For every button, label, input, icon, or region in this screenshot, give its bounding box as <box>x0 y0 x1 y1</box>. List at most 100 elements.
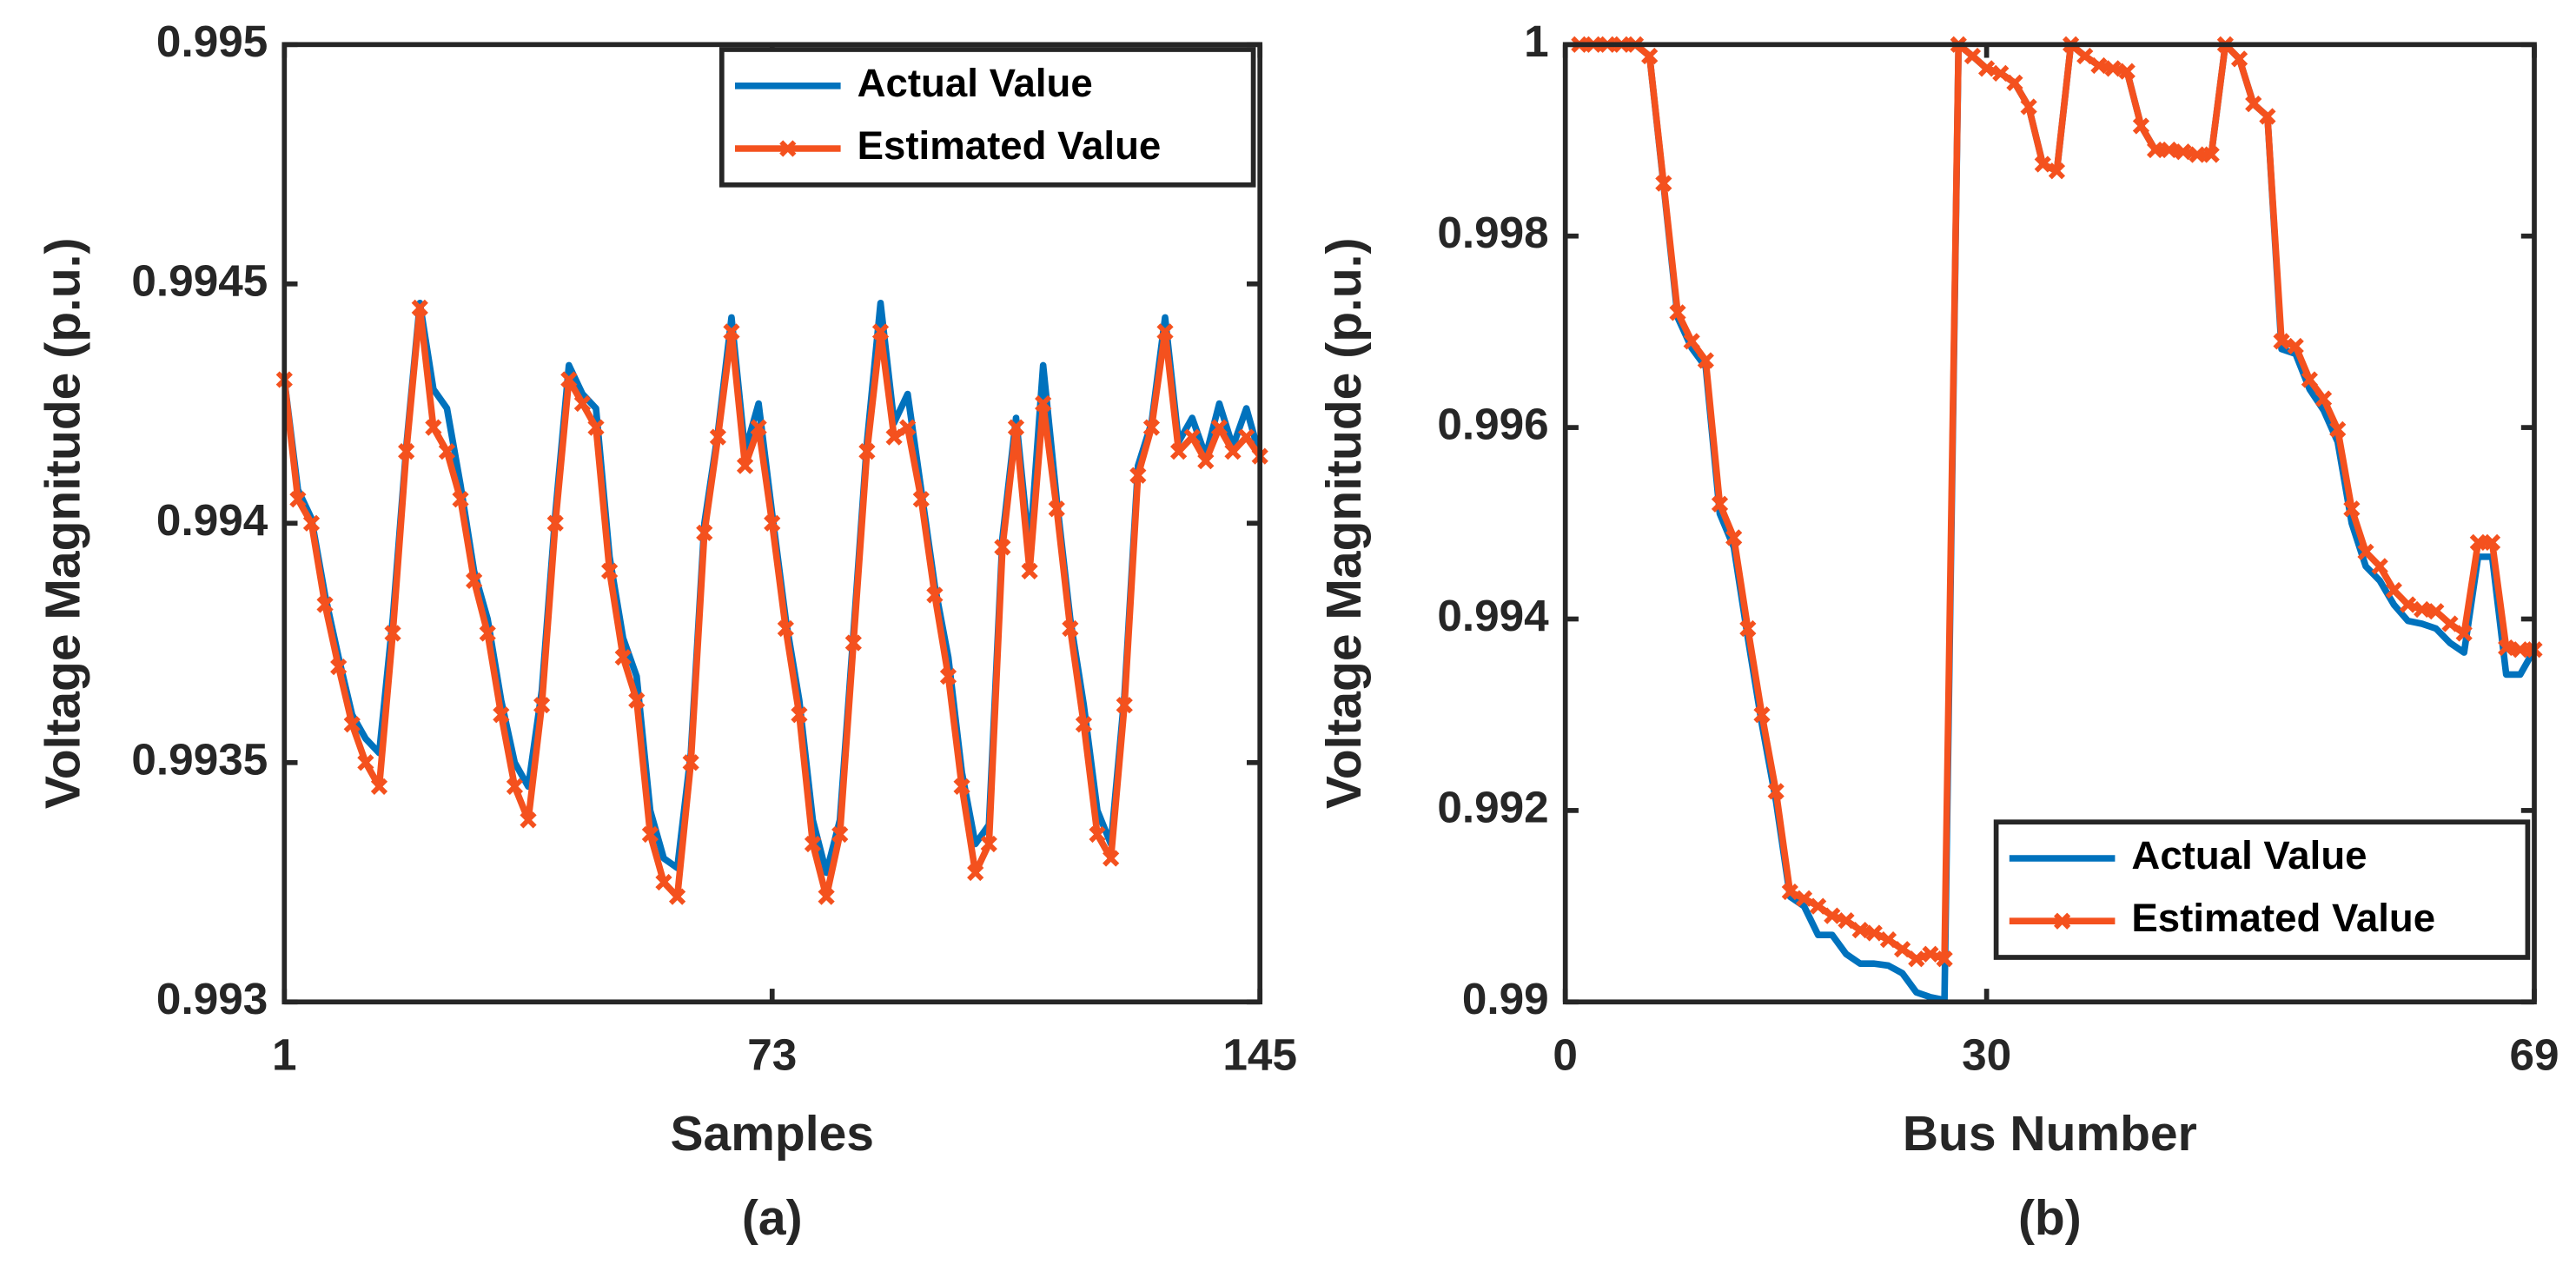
data-marker <box>533 697 551 714</box>
data-marker <box>425 419 442 436</box>
data-marker <box>479 625 496 642</box>
data-marker <box>2314 390 2333 407</box>
data-marker <box>2498 639 2515 657</box>
data-marker <box>370 778 388 795</box>
data-marker <box>1810 897 1827 915</box>
data-marker <box>2441 615 2459 632</box>
data-marker <box>1142 419 1161 436</box>
data-marker <box>2245 96 2262 113</box>
data-marker <box>1711 495 1729 513</box>
data-marker <box>682 754 699 771</box>
data-marker <box>994 539 1011 556</box>
data-marker <box>1210 419 1228 436</box>
data-marker <box>804 835 822 853</box>
data-marker <box>466 572 483 590</box>
data-marker <box>953 778 970 795</box>
data-marker <box>587 419 605 436</box>
x-tick-label: 0 <box>1553 1029 1578 1079</box>
data-marker <box>2371 558 2388 575</box>
data-marker <box>1183 428 1201 446</box>
data-marker <box>2455 625 2473 642</box>
data-marker <box>2273 333 2290 350</box>
data-marker <box>2399 596 2417 613</box>
data-marker <box>967 864 984 882</box>
data-marker <box>628 692 646 709</box>
plot <box>1571 36 2543 1003</box>
data-marker <box>1879 931 1897 949</box>
data-marker <box>736 457 754 474</box>
data-marker <box>764 514 781 532</box>
data-marker <box>1048 500 1065 518</box>
plot <box>275 299 1268 905</box>
data-marker <box>438 443 456 460</box>
data-marker <box>696 524 713 541</box>
x-tick-label: 73 <box>747 1029 797 1079</box>
data-marker <box>573 394 592 413</box>
data-marker <box>2385 581 2402 599</box>
data-marker <box>2512 641 2529 659</box>
data-marker <box>2414 600 2431 619</box>
data-marker <box>2118 63 2136 80</box>
data-marker <box>1894 941 1911 958</box>
y-tick-label: 0.9945 <box>131 255 268 305</box>
data-marker <box>2427 603 2445 620</box>
data-marker <box>2175 143 2192 161</box>
data-marker <box>777 619 794 638</box>
legend-box <box>1993 819 2531 960</box>
data-marker <box>316 596 334 613</box>
data-marker <box>1795 890 1813 907</box>
data-marker <box>1224 443 1242 460</box>
data-marker <box>926 586 944 604</box>
data-marker <box>1641 47 1659 65</box>
data-marker <box>1936 950 1953 968</box>
data-marker <box>493 706 510 724</box>
data-marker <box>1978 60 1996 77</box>
data-marker <box>885 428 903 446</box>
data-marker <box>1908 950 1925 968</box>
data-marker <box>1655 175 1672 192</box>
data-marker <box>1767 783 1785 800</box>
data-marker <box>1683 333 1700 350</box>
y-tick-label: 0.9935 <box>131 734 268 784</box>
data-marker <box>2469 533 2487 551</box>
y-tick-label: 0.996 <box>1437 400 1548 449</box>
x-axis-label: Bus Number <box>1903 1106 2197 1162</box>
data-marker <box>2230 50 2248 68</box>
data-marker <box>546 514 564 532</box>
legend-label: Estimated Value <box>858 123 1162 168</box>
data-marker <box>560 371 578 388</box>
data-marker <box>1170 443 1188 460</box>
data-marker <box>2076 47 2094 65</box>
data-marker <box>1089 825 1106 844</box>
y-tick-label: 0.99 <box>1462 974 1549 1023</box>
data-marker <box>2483 533 2501 551</box>
legend: Actual Value Estimated Value <box>718 47 1256 188</box>
axes-box <box>1562 42 2537 1005</box>
data-marker <box>1753 706 1771 724</box>
data-marker <box>384 625 401 642</box>
data-marker <box>2104 60 2122 77</box>
y-axis-label: Voltage Magnitude (p.u.) <box>36 238 91 810</box>
data-marker <box>939 668 957 685</box>
data-marker <box>1669 304 1686 321</box>
data-marker <box>1237 428 1255 446</box>
data-marker <box>871 323 890 341</box>
data-marker <box>1851 922 1869 939</box>
data-marker <box>1824 907 1841 924</box>
data-marker <box>980 835 997 853</box>
data-marker <box>791 706 808 724</box>
data-marker <box>343 716 361 733</box>
data-marker <box>2161 141 2178 159</box>
data-marker <box>1697 352 1714 369</box>
data-marker <box>398 443 415 460</box>
data-marker <box>1739 619 1757 638</box>
data-marker <box>520 811 537 829</box>
data-marker <box>1865 924 1883 942</box>
data-marker <box>2034 156 2051 173</box>
legend-box <box>718 47 1256 188</box>
data-marker <box>357 754 374 771</box>
data-line <box>281 304 1263 900</box>
data-marker <box>1103 850 1120 867</box>
